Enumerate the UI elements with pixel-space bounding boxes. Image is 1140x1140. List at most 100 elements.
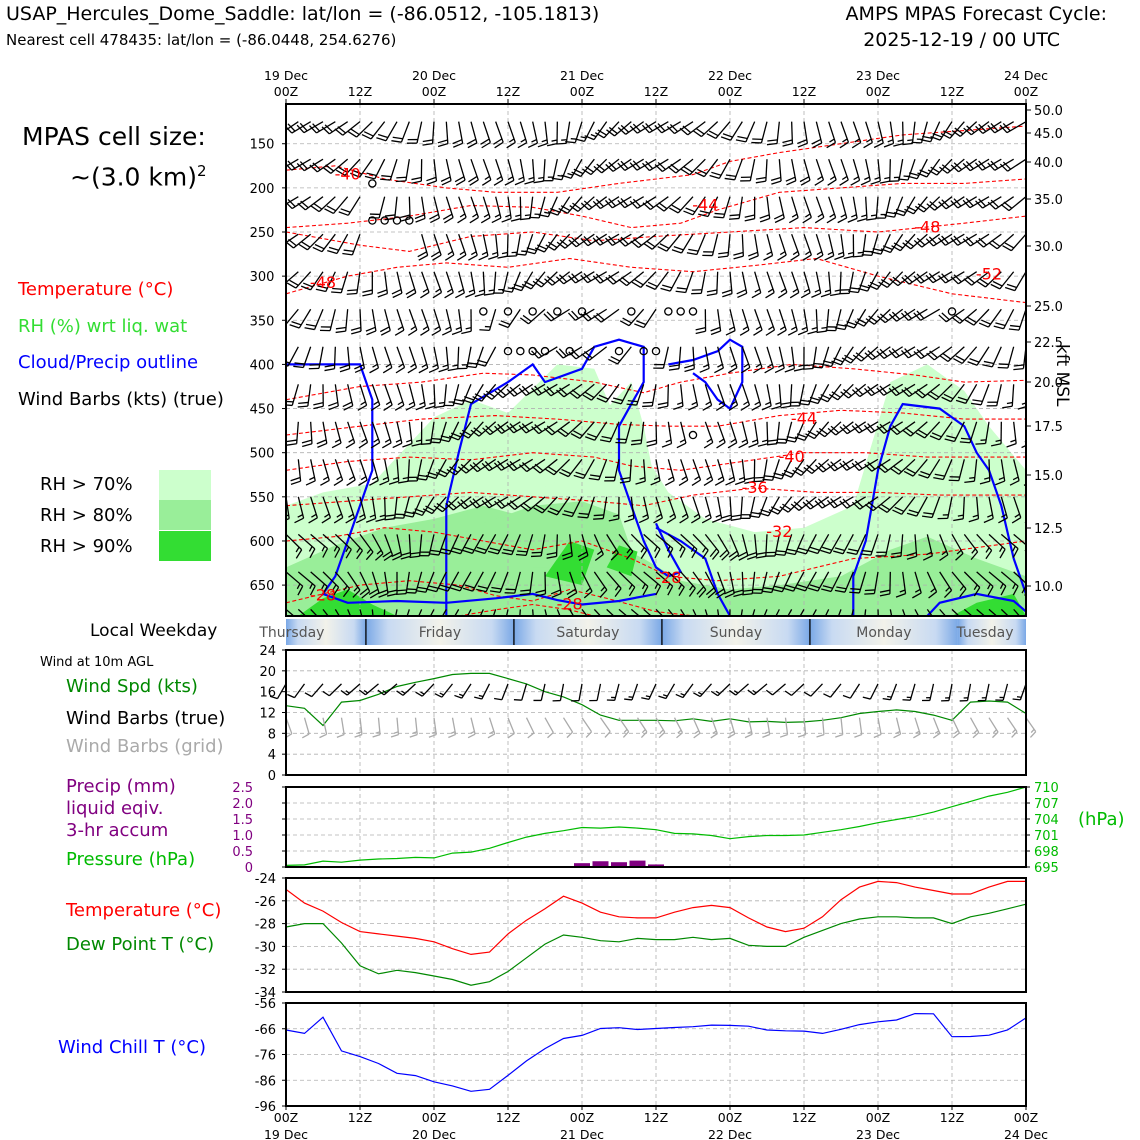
wind-barb-flag <box>786 548 797 552</box>
wind-barb-flag <box>438 587 449 592</box>
wind-barb <box>489 571 509 594</box>
wind-barb <box>297 533 316 559</box>
wind-barb <box>933 459 953 481</box>
wind-barb-flag <box>461 429 472 436</box>
wind-barb-flag <box>487 550 499 555</box>
wind-barb <box>939 571 953 599</box>
wind-barb-staff <box>433 233 442 256</box>
wind-barb-staff <box>817 534 830 554</box>
wind-barb-staff <box>987 308 1002 328</box>
wind-barb-half-flag <box>521 250 527 253</box>
wind-barb-flag <box>646 443 657 447</box>
wind-barb-staff <box>286 308 287 325</box>
wind-barb-flag <box>657 161 666 170</box>
wind-barb-flag <box>790 503 800 511</box>
wind-barb <box>926 196 953 211</box>
wind-barb <box>506 234 521 258</box>
wind-barb-flag <box>271 441 281 445</box>
kft-tick-label: 45.0 <box>1034 127 1063 142</box>
wind-barb <box>555 346 583 359</box>
wind-barb-staff <box>556 571 562 594</box>
wind-barb-flag <box>721 514 732 519</box>
wind-barb-flag <box>843 388 852 397</box>
wind-barb-staff <box>384 496 387 519</box>
wind-barb-half-flag <box>706 438 712 443</box>
wind-barb <box>447 346 460 372</box>
wind-barb-staff <box>648 683 657 700</box>
wind-barb-staff <box>643 496 650 519</box>
wind-barb-half-flag <box>667 476 674 481</box>
wind-barb-half-flag <box>717 363 723 368</box>
wind-barb-flag <box>506 424 515 434</box>
wind-barb-flag <box>714 479 725 486</box>
wind-barb <box>906 496 928 517</box>
wind-barb-staff <box>538 421 558 435</box>
wind-barb-flag <box>580 237 589 247</box>
wind-barb-flag <box>930 136 941 141</box>
wind-barb <box>988 233 1015 250</box>
wind-barb <box>728 534 740 562</box>
wind-barb-half-flag <box>420 691 425 695</box>
wind-barb-flag <box>866 217 877 221</box>
wind-barb-flag <box>1006 283 1017 289</box>
wind-barb-staff <box>945 308 965 323</box>
wind-barb-flag <box>771 475 782 480</box>
wind-barb-half-flag <box>384 438 391 443</box>
wind-barb-staff <box>518 609 521 616</box>
wind-barb-staff <box>717 534 730 554</box>
wind-barb-flag <box>777 291 788 299</box>
wind-barb-flag <box>665 625 674 634</box>
wind-barb-half-flag <box>916 138 923 140</box>
wind-barb-staff <box>371 571 380 594</box>
wind-barb <box>606 608 624 616</box>
wind-barb-half-flag <box>779 251 786 256</box>
wind-barb-flag <box>604 199 613 209</box>
wind-barb-flag <box>585 436 595 441</box>
wind-barb-staff <box>433 309 442 331</box>
wind-barb-flag <box>286 517 290 523</box>
wind-barb-staff <box>1025 609 1026 616</box>
wind-barb <box>751 384 762 411</box>
wind-barb-flag <box>593 514 604 517</box>
wind-barb-flag <box>439 438 450 443</box>
wind-barb-flag <box>645 200 654 208</box>
wind-barb <box>950 233 977 246</box>
wind-barb-flag <box>402 514 413 518</box>
wind-barb-flag <box>990 199 999 208</box>
wind-barb <box>818 383 842 403</box>
wind-barb-flag <box>462 399 473 404</box>
wind-barb-grid <box>544 717 554 739</box>
panel-y-tick-label: -34 <box>255 986 276 1001</box>
wind-barb-staff <box>1007 346 1015 369</box>
wind-barb-staff <box>680 384 684 407</box>
wind-barb-staff <box>347 609 357 616</box>
wind-barb-staff <box>371 534 384 554</box>
wind-barb <box>847 609 854 616</box>
wind-barb <box>870 159 881 185</box>
wind-barb-flag <box>399 214 411 219</box>
wind-barb-flag <box>573 474 584 480</box>
wind-barb-staff <box>445 196 454 218</box>
wind-barb-flag <box>673 245 684 251</box>
wind-barb <box>371 609 376 616</box>
wind-barb-flag <box>264 274 272 283</box>
wind-barb <box>684 346 695 373</box>
wind-barb-flag <box>577 516 588 519</box>
wind-barb-flag <box>812 366 823 369</box>
wind-barb-flag <box>501 552 512 556</box>
wind-barb-staff <box>322 608 338 616</box>
wind-barb <box>608 496 620 522</box>
wind-barb-half-flag <box>363 689 369 694</box>
wind-barb-flag <box>771 405 782 410</box>
wind-barb-flag <box>963 127 972 136</box>
wind-barb-staff <box>889 609 896 616</box>
wind-barb-staff <box>400 121 410 143</box>
wind-barb <box>890 458 916 475</box>
wind-barb <box>953 496 965 522</box>
wind-barb-half-flag <box>348 438 354 443</box>
wind-barb <box>473 609 484 616</box>
wind-barb-flag <box>300 200 309 209</box>
wind-barb-true <box>340 683 361 696</box>
wind-barb-staff <box>482 234 489 256</box>
wind-barb-grid <box>1006 717 1018 738</box>
